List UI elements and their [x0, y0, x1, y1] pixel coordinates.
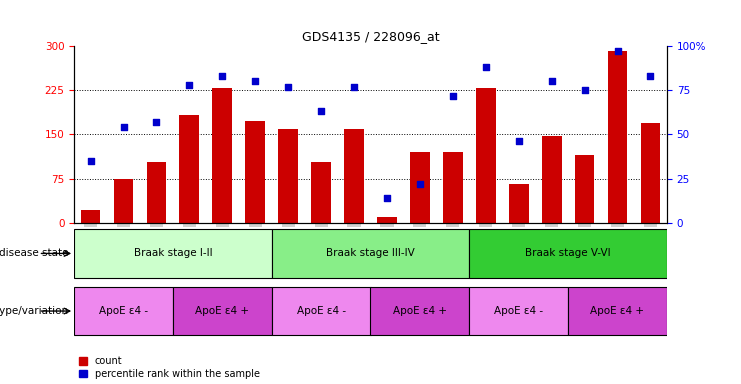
Text: Braak stage III-IV: Braak stage III-IV — [326, 248, 415, 258]
Text: Braak stage I-II: Braak stage I-II — [133, 248, 212, 258]
Point — [579, 87, 591, 93]
Point — [118, 124, 130, 131]
Bar — [245, 121, 265, 223]
Point — [282, 84, 294, 90]
Point — [84, 158, 96, 164]
Bar — [410, 152, 430, 223]
Bar — [74, 287, 173, 335]
Bar — [377, 217, 397, 223]
Bar — [640, 122, 660, 223]
Bar — [509, 184, 528, 223]
Text: disease state: disease state — [0, 248, 68, 258]
Bar — [575, 155, 594, 223]
Text: ApoE ε4 +: ApoE ε4 + — [393, 306, 447, 316]
Point — [348, 84, 360, 90]
Point — [381, 195, 393, 201]
Bar — [469, 229, 667, 278]
Point — [447, 93, 459, 99]
Bar — [213, 88, 232, 223]
Bar — [272, 287, 370, 335]
Bar — [74, 229, 272, 278]
Text: genotype/variation: genotype/variation — [0, 306, 68, 316]
Point — [216, 73, 228, 79]
Bar — [568, 287, 667, 335]
Bar — [344, 129, 364, 223]
Point — [414, 181, 426, 187]
Point — [513, 138, 525, 144]
Bar — [81, 210, 101, 223]
Text: ApoE ε4 +: ApoE ε4 + — [196, 306, 249, 316]
Text: Braak stage V-VI: Braak stage V-VI — [525, 248, 611, 258]
Text: ApoE ε4 -: ApoE ε4 - — [99, 306, 148, 316]
Bar — [370, 287, 469, 335]
Bar — [173, 287, 272, 335]
Bar — [476, 88, 496, 223]
Point — [480, 64, 492, 70]
Title: GDS4135 / 228096_at: GDS4135 / 228096_at — [302, 30, 439, 43]
Text: ApoE ε4 -: ApoE ε4 - — [296, 306, 345, 316]
Point — [249, 78, 261, 84]
Bar — [272, 229, 469, 278]
Bar — [469, 287, 568, 335]
Point — [150, 119, 162, 125]
Bar — [279, 129, 298, 223]
Bar — [542, 136, 562, 223]
Bar — [608, 51, 628, 223]
Point — [184, 82, 196, 88]
Point — [611, 48, 623, 55]
Legend: count, percentile rank within the sample: count, percentile rank within the sample — [79, 356, 259, 379]
Point — [545, 78, 557, 84]
Bar — [443, 152, 462, 223]
Point — [645, 73, 657, 79]
Point — [315, 108, 327, 114]
Bar — [311, 162, 331, 223]
Bar — [113, 179, 133, 223]
Bar — [179, 115, 199, 223]
Text: ApoE ε4 +: ApoE ε4 + — [591, 306, 645, 316]
Text: ApoE ε4 -: ApoE ε4 - — [494, 306, 543, 316]
Bar — [147, 162, 166, 223]
